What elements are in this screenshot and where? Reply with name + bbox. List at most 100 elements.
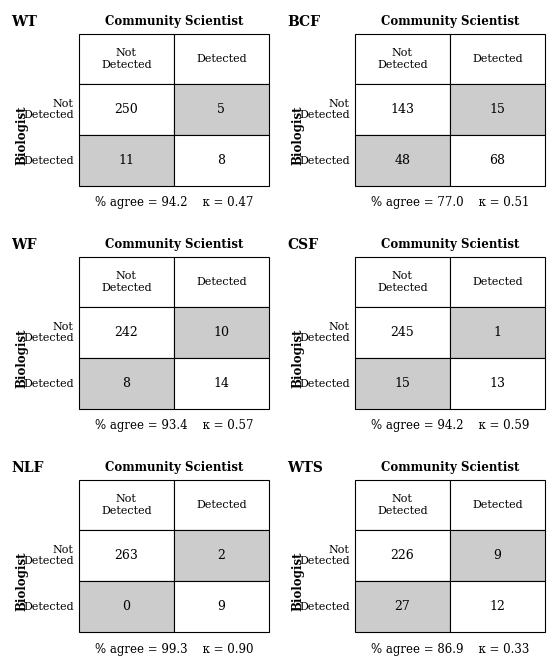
Bar xyxy=(174,84,269,135)
Text: Community Scientist: Community Scientist xyxy=(380,461,519,474)
Bar xyxy=(450,33,545,84)
Text: Community Scientist: Community Scientist xyxy=(380,238,519,251)
Bar xyxy=(174,530,269,581)
Text: Detected: Detected xyxy=(196,500,247,510)
Text: Not
Detected: Not Detected xyxy=(377,494,427,515)
Bar xyxy=(450,135,545,186)
Bar xyxy=(450,480,545,530)
Text: 14: 14 xyxy=(213,378,229,390)
Text: % agree = 77.0    κ = 0.51: % agree = 77.0 κ = 0.51 xyxy=(371,196,529,209)
Text: Biologist: Biologist xyxy=(15,105,28,165)
Text: Not
Detected: Not Detected xyxy=(377,271,427,292)
Text: 250: 250 xyxy=(114,103,138,116)
Bar xyxy=(174,581,269,633)
Bar xyxy=(355,84,450,135)
Text: 2: 2 xyxy=(217,549,225,562)
Text: 143: 143 xyxy=(390,103,414,116)
Text: 11: 11 xyxy=(118,155,134,167)
Text: Detected: Detected xyxy=(472,500,523,510)
Text: Not
Detected: Not Detected xyxy=(101,271,152,292)
Text: Detected: Detected xyxy=(196,277,247,287)
Bar xyxy=(355,307,450,358)
Text: % agree = 93.4    κ = 0.57: % agree = 93.4 κ = 0.57 xyxy=(95,420,253,432)
Text: Not
Detected: Not Detected xyxy=(23,322,74,344)
Text: % agree = 94.2    κ = 0.59: % agree = 94.2 κ = 0.59 xyxy=(371,420,529,432)
Text: 9: 9 xyxy=(493,549,501,562)
Bar xyxy=(450,84,545,135)
Text: Detected: Detected xyxy=(472,277,523,287)
Bar xyxy=(174,358,269,410)
Text: 15: 15 xyxy=(489,103,505,116)
Text: Biologist: Biologist xyxy=(15,551,28,611)
Bar xyxy=(174,33,269,84)
Text: % agree = 99.3    κ = 0.90: % agree = 99.3 κ = 0.90 xyxy=(95,643,253,655)
Bar xyxy=(355,480,450,530)
Text: CSF: CSF xyxy=(287,238,318,252)
Bar xyxy=(79,480,174,530)
Text: Detected: Detected xyxy=(299,156,349,166)
Text: Detected: Detected xyxy=(299,602,349,612)
Bar xyxy=(79,33,174,84)
Text: 8: 8 xyxy=(122,378,131,390)
Text: Detected: Detected xyxy=(472,54,523,64)
Text: 9: 9 xyxy=(217,600,225,613)
Text: WTS: WTS xyxy=(287,461,323,475)
Text: Not
Detected: Not Detected xyxy=(377,48,427,69)
Text: WT: WT xyxy=(11,15,37,29)
Bar xyxy=(174,256,269,307)
Text: % agree = 86.9    κ = 0.33: % agree = 86.9 κ = 0.33 xyxy=(371,643,529,655)
Bar xyxy=(79,530,174,581)
Text: 12: 12 xyxy=(489,600,505,613)
Bar xyxy=(355,256,450,307)
Text: 263: 263 xyxy=(114,549,138,562)
Text: BCF: BCF xyxy=(287,15,320,29)
Text: 226: 226 xyxy=(390,549,414,562)
Text: Community Scientist: Community Scientist xyxy=(380,15,519,28)
Text: Detected: Detected xyxy=(299,379,349,389)
Text: 10: 10 xyxy=(213,326,229,339)
Bar xyxy=(79,256,174,307)
Bar xyxy=(355,581,450,633)
Bar xyxy=(79,135,174,186)
Text: Community Scientist: Community Scientist xyxy=(105,238,243,251)
Text: 8: 8 xyxy=(217,155,225,167)
Bar xyxy=(355,530,450,581)
Text: 13: 13 xyxy=(489,378,505,390)
Text: Biologist: Biologist xyxy=(291,328,304,388)
Text: 5: 5 xyxy=(217,103,225,116)
Text: Not
Detected: Not Detected xyxy=(299,322,349,344)
Bar xyxy=(174,480,269,530)
Bar xyxy=(79,84,174,135)
Text: Not
Detected: Not Detected xyxy=(101,48,152,69)
Text: Detected: Detected xyxy=(196,54,247,64)
Text: 245: 245 xyxy=(390,326,414,339)
Bar xyxy=(450,530,545,581)
Bar xyxy=(450,581,545,633)
Bar xyxy=(450,307,545,358)
Text: 15: 15 xyxy=(394,378,410,390)
Bar xyxy=(79,581,174,633)
Bar xyxy=(355,358,450,410)
Text: Not
Detected: Not Detected xyxy=(23,99,74,121)
Text: Biologist: Biologist xyxy=(291,105,304,165)
Text: 27: 27 xyxy=(394,600,410,613)
Text: Detected: Detected xyxy=(23,602,74,612)
Bar xyxy=(355,135,450,186)
Text: Community Scientist: Community Scientist xyxy=(105,461,243,474)
Text: 242: 242 xyxy=(114,326,138,339)
Bar xyxy=(79,358,174,410)
Bar xyxy=(355,33,450,84)
Bar xyxy=(174,307,269,358)
Text: 0: 0 xyxy=(122,600,131,613)
Text: Detected: Detected xyxy=(23,156,74,166)
Text: 1: 1 xyxy=(493,326,502,339)
Text: Community Scientist: Community Scientist xyxy=(105,15,243,28)
Text: 48: 48 xyxy=(394,155,410,167)
Text: WF: WF xyxy=(11,238,36,252)
Bar xyxy=(174,135,269,186)
Bar xyxy=(79,307,174,358)
Text: Detected: Detected xyxy=(23,379,74,389)
Text: Not
Detected: Not Detected xyxy=(101,494,152,515)
Text: % agree = 94.2    κ = 0.47: % agree = 94.2 κ = 0.47 xyxy=(95,196,253,209)
Text: 68: 68 xyxy=(489,155,505,167)
